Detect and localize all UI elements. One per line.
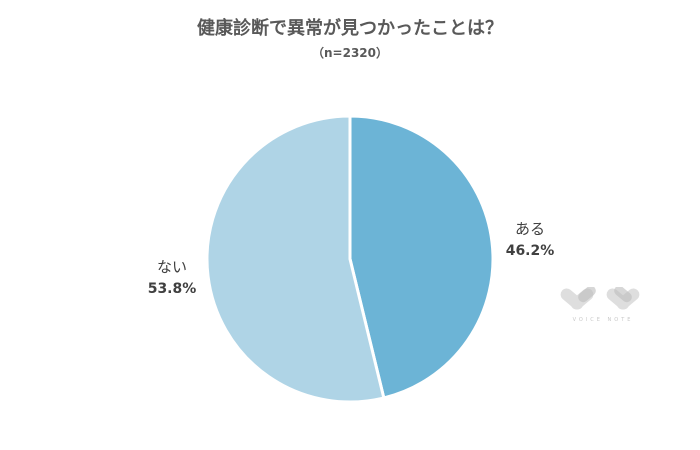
slice-label-aru: ある	[515, 220, 545, 238]
voice-note-logo: VOICE NOTE	[555, 285, 651, 327]
pie-slice-aru	[348, 114, 495, 400]
chart-subtitle: （n=2320）	[312, 46, 388, 60]
slice-value-nai: 53.8%	[148, 281, 197, 297]
logo-mark-icon	[560, 285, 640, 310]
slice-label-nai: ない	[157, 258, 187, 276]
logo-text: VOICE NOTE	[572, 317, 634, 323]
pie-slice-nai	[205, 114, 386, 404]
chart-title: 健康診断で異常が見つかったことは？	[197, 18, 503, 39]
slice-value-aru: 46.2%	[506, 243, 555, 259]
